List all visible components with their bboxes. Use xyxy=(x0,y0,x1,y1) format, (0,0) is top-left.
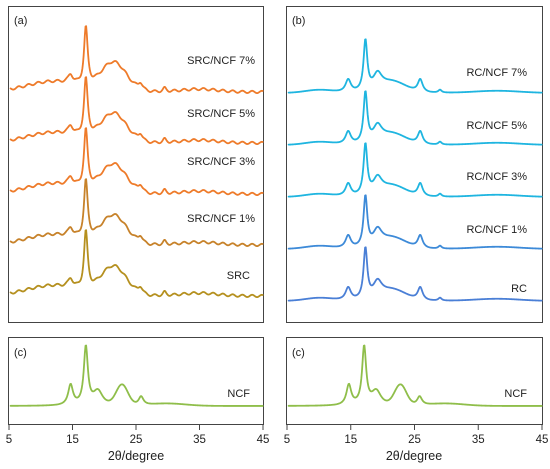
series-label: RC/NCF 5% xyxy=(466,120,527,132)
series-label: SRC/NCF 5% xyxy=(187,108,255,120)
series-line xyxy=(287,38,543,94)
panel-b-label: (b) xyxy=(292,15,305,27)
panel-c-right-curves xyxy=(287,344,543,407)
series-line xyxy=(9,25,264,95)
panel-b-frame xyxy=(286,6,543,323)
x-tick-label: 25 xyxy=(408,434,421,446)
series-label: SRC xyxy=(227,270,250,282)
panel-c-left-frame xyxy=(8,337,264,425)
series-line xyxy=(287,142,543,198)
left-x-axis-ticks: 5 15 25 35 45 xyxy=(6,425,270,446)
x-tick-label: 25 xyxy=(130,434,143,446)
series-label: NCF xyxy=(504,388,527,400)
x-tick-label: 15 xyxy=(66,434,79,446)
left-x-axis-title: 2θ/degree xyxy=(108,449,164,463)
series-label: SRC/NCF 7% xyxy=(187,55,255,67)
series-line xyxy=(9,178,264,248)
series-line xyxy=(9,127,264,197)
series-line xyxy=(9,76,264,146)
x-tick-label: 5 xyxy=(6,434,12,446)
panel-a-label: (a) xyxy=(14,15,27,27)
x-tick-label: 35 xyxy=(193,434,206,446)
panel-a-series-labels: SRC/NCF 7% SRC/NCF 5% SRC/NCF 3% SRC/NCF… xyxy=(187,55,255,282)
panel-b-curves xyxy=(287,38,543,302)
series-label: NCF xyxy=(227,388,250,400)
x-tick-label: 45 xyxy=(257,434,270,446)
series-label: RC/NCF 3% xyxy=(466,171,527,183)
right-x-axis-ticks: 5 15 25 35 45 xyxy=(284,425,549,446)
series-line xyxy=(287,246,543,302)
series-label: SRC/NCF 3% xyxy=(187,156,255,168)
panel-a-frame xyxy=(8,6,264,323)
series-label: RC/NCF 7% xyxy=(466,67,527,79)
x-tick-label: 5 xyxy=(284,434,290,446)
x-tick-label: 35 xyxy=(472,434,485,446)
series-line xyxy=(287,194,543,250)
series-line xyxy=(287,90,543,146)
series-line xyxy=(9,229,264,299)
panel-c-right-frame xyxy=(286,337,543,425)
x-tick-label: 45 xyxy=(536,434,549,446)
series-line xyxy=(287,344,543,407)
series-label: RC/NCF 1% xyxy=(466,224,527,236)
panel-a-curves xyxy=(9,25,264,299)
x-tick-label: 15 xyxy=(344,434,357,446)
right-x-axis-title: 2θ/degree xyxy=(386,449,442,463)
series-label: RC xyxy=(511,283,527,295)
panel-c-left-curves xyxy=(9,344,264,407)
series-label: SRC/NCF 1% xyxy=(187,213,255,225)
series-line xyxy=(9,344,264,407)
panel-c-left-label: (c) xyxy=(14,347,27,359)
panel-b-series-labels: RC/NCF 7% RC/NCF 5% RC/NCF 3% RC/NCF 1% … xyxy=(466,67,527,295)
panel-c-right-label: (c) xyxy=(292,347,305,359)
